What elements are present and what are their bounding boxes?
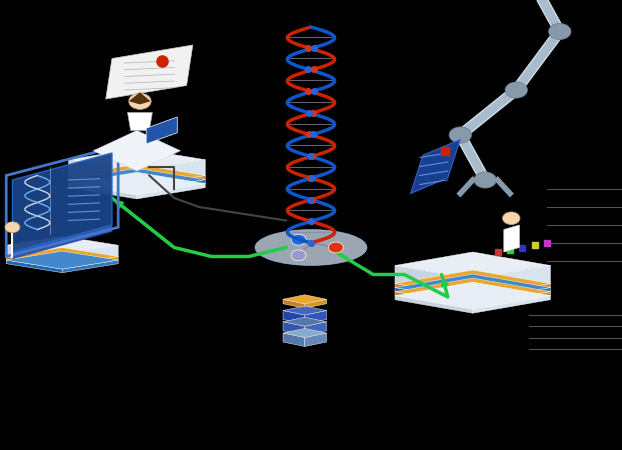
Polygon shape	[473, 284, 550, 301]
Polygon shape	[137, 184, 205, 199]
Polygon shape	[473, 292, 550, 309]
Polygon shape	[283, 299, 305, 308]
Polygon shape	[6, 251, 118, 269]
Polygon shape	[6, 260, 62, 273]
Polygon shape	[62, 256, 118, 269]
Circle shape	[291, 234, 306, 245]
Polygon shape	[68, 172, 205, 195]
Polygon shape	[128, 112, 152, 130]
Polygon shape	[6, 256, 62, 269]
Polygon shape	[283, 328, 327, 338]
Polygon shape	[6, 248, 118, 266]
Polygon shape	[395, 288, 473, 305]
Polygon shape	[283, 322, 305, 335]
Polygon shape	[68, 160, 137, 187]
Polygon shape	[395, 274, 550, 301]
Polygon shape	[395, 292, 473, 309]
Circle shape	[449, 127, 471, 143]
Polygon shape	[395, 278, 550, 305]
Polygon shape	[395, 270, 550, 297]
Polygon shape	[305, 333, 327, 346]
Polygon shape	[68, 148, 205, 171]
Polygon shape	[283, 333, 305, 346]
Polygon shape	[68, 184, 137, 199]
Circle shape	[129, 93, 151, 109]
Polygon shape	[129, 92, 151, 104]
Polygon shape	[68, 168, 205, 191]
Polygon shape	[283, 310, 305, 324]
Circle shape	[505, 82, 527, 98]
Polygon shape	[504, 225, 519, 252]
Polygon shape	[93, 130, 180, 171]
Polygon shape	[283, 295, 327, 304]
Polygon shape	[395, 282, 550, 309]
Polygon shape	[68, 176, 137, 191]
Polygon shape	[473, 288, 550, 305]
Polygon shape	[473, 296, 550, 313]
Polygon shape	[6, 236, 118, 254]
Polygon shape	[62, 260, 118, 273]
Polygon shape	[137, 176, 205, 191]
Circle shape	[328, 242, 343, 253]
Polygon shape	[283, 317, 327, 326]
Polygon shape	[137, 180, 205, 195]
Polygon shape	[106, 45, 193, 99]
Circle shape	[503, 212, 520, 225]
Ellipse shape	[255, 230, 367, 266]
Polygon shape	[473, 266, 550, 297]
Polygon shape	[395, 252, 550, 279]
Polygon shape	[305, 299, 327, 308]
Polygon shape	[68, 180, 137, 195]
Polygon shape	[68, 164, 205, 187]
Polygon shape	[395, 296, 473, 313]
Circle shape	[549, 23, 571, 40]
Polygon shape	[305, 310, 327, 324]
Polygon shape	[146, 117, 177, 144]
Polygon shape	[12, 225, 112, 259]
Circle shape	[5, 222, 20, 233]
Polygon shape	[6, 245, 62, 266]
Polygon shape	[12, 153, 112, 252]
Polygon shape	[395, 284, 473, 301]
Polygon shape	[305, 322, 327, 335]
Polygon shape	[283, 306, 327, 315]
Circle shape	[291, 250, 306, 261]
Polygon shape	[411, 140, 460, 194]
Polygon shape	[62, 245, 118, 266]
Polygon shape	[137, 160, 205, 187]
Polygon shape	[395, 266, 473, 297]
Circle shape	[474, 172, 496, 188]
